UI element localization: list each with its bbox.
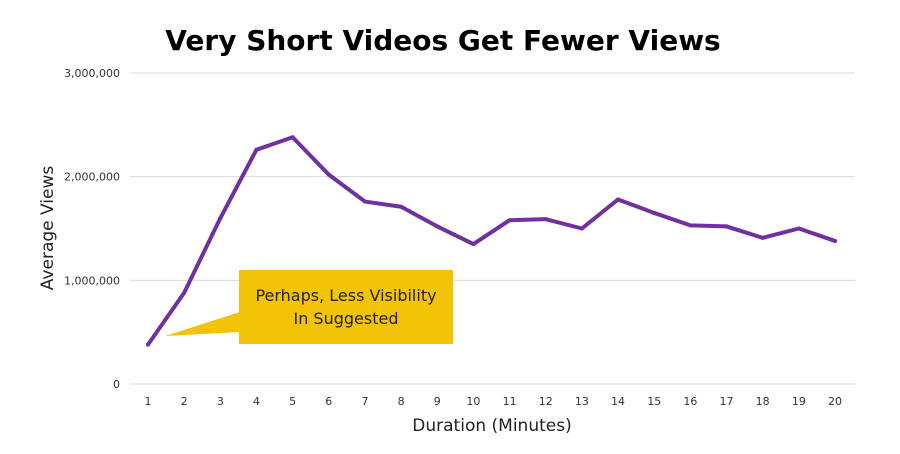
data-point [833, 238, 837, 243]
x-tick-label: 17 [720, 395, 734, 408]
data-point [760, 235, 765, 240]
y-tick-label: 2,000,000 [64, 171, 120, 184]
x-tick-label: 8 [398, 395, 405, 408]
data-point [796, 226, 801, 231]
x-tick-label: 9 [434, 395, 441, 408]
data-point [616, 197, 621, 202]
data-point [435, 224, 440, 229]
x-tick-label: 1 [145, 395, 152, 408]
data-point [688, 223, 693, 228]
data-point [146, 342, 150, 347]
data-point [399, 204, 404, 209]
chart-title: Very Short Videos Get Fewer Views [165, 24, 720, 57]
x-tick-label: 13 [575, 395, 589, 408]
series-group [146, 135, 837, 347]
x-axis-ticks: 1 2 3 4 5 6 7 8 9 10 11 12 13 14 15 16 17 18 19 20 [145, 395, 843, 408]
x-tick-label: 4 [253, 395, 260, 408]
x-tick-label: 14 [611, 395, 625, 408]
x-tick-label: 11 [503, 395, 517, 408]
x-tick-label: 12 [539, 395, 553, 408]
x-tick-label: 19 [792, 395, 806, 408]
annotation-line-2: In Suggested [293, 309, 399, 328]
data-point [362, 199, 367, 204]
data-point [543, 217, 548, 222]
annotation-box: Perhaps, Less Visibility In Suggested [239, 270, 453, 344]
data-point [652, 210, 657, 215]
data-point [326, 172, 331, 177]
data-point [182, 290, 187, 295]
y-axis-title: Average Views [38, 166, 58, 291]
x-tick-label: 15 [647, 395, 661, 408]
x-tick-label: 18 [756, 395, 770, 408]
data-point [290, 135, 295, 140]
data-point [218, 216, 223, 221]
annotation-pointer [165, 312, 240, 336]
x-axis-title: Duration (Minutes) [412, 416, 571, 436]
annotation-line-1: Perhaps, Less Visibility [255, 286, 437, 305]
x-tick-label: 5 [289, 395, 296, 408]
x-tick-label: 7 [361, 395, 368, 408]
y-tick-label: 3,000,000 [64, 67, 120, 80]
y-tick-label: 1,000,000 [64, 274, 120, 287]
data-point [254, 147, 259, 152]
data-point [724, 224, 729, 229]
data-point [579, 226, 584, 231]
x-tick-label: 2 [181, 395, 188, 408]
data-point [507, 218, 512, 223]
x-tick-label: 3 [217, 395, 224, 408]
y-axis-ticks: 0 1,000,000 2,000,000 3,000,000 [64, 67, 120, 391]
x-tick-label: 6 [325, 395, 332, 408]
y-tick-label: 0 [113, 378, 120, 391]
series-line-0 [146, 135, 837, 347]
x-tick-label: 20 [828, 395, 842, 408]
data-point [471, 242, 476, 247]
x-tick-label: 16 [683, 395, 697, 408]
x-tick-label: 10 [466, 395, 480, 408]
